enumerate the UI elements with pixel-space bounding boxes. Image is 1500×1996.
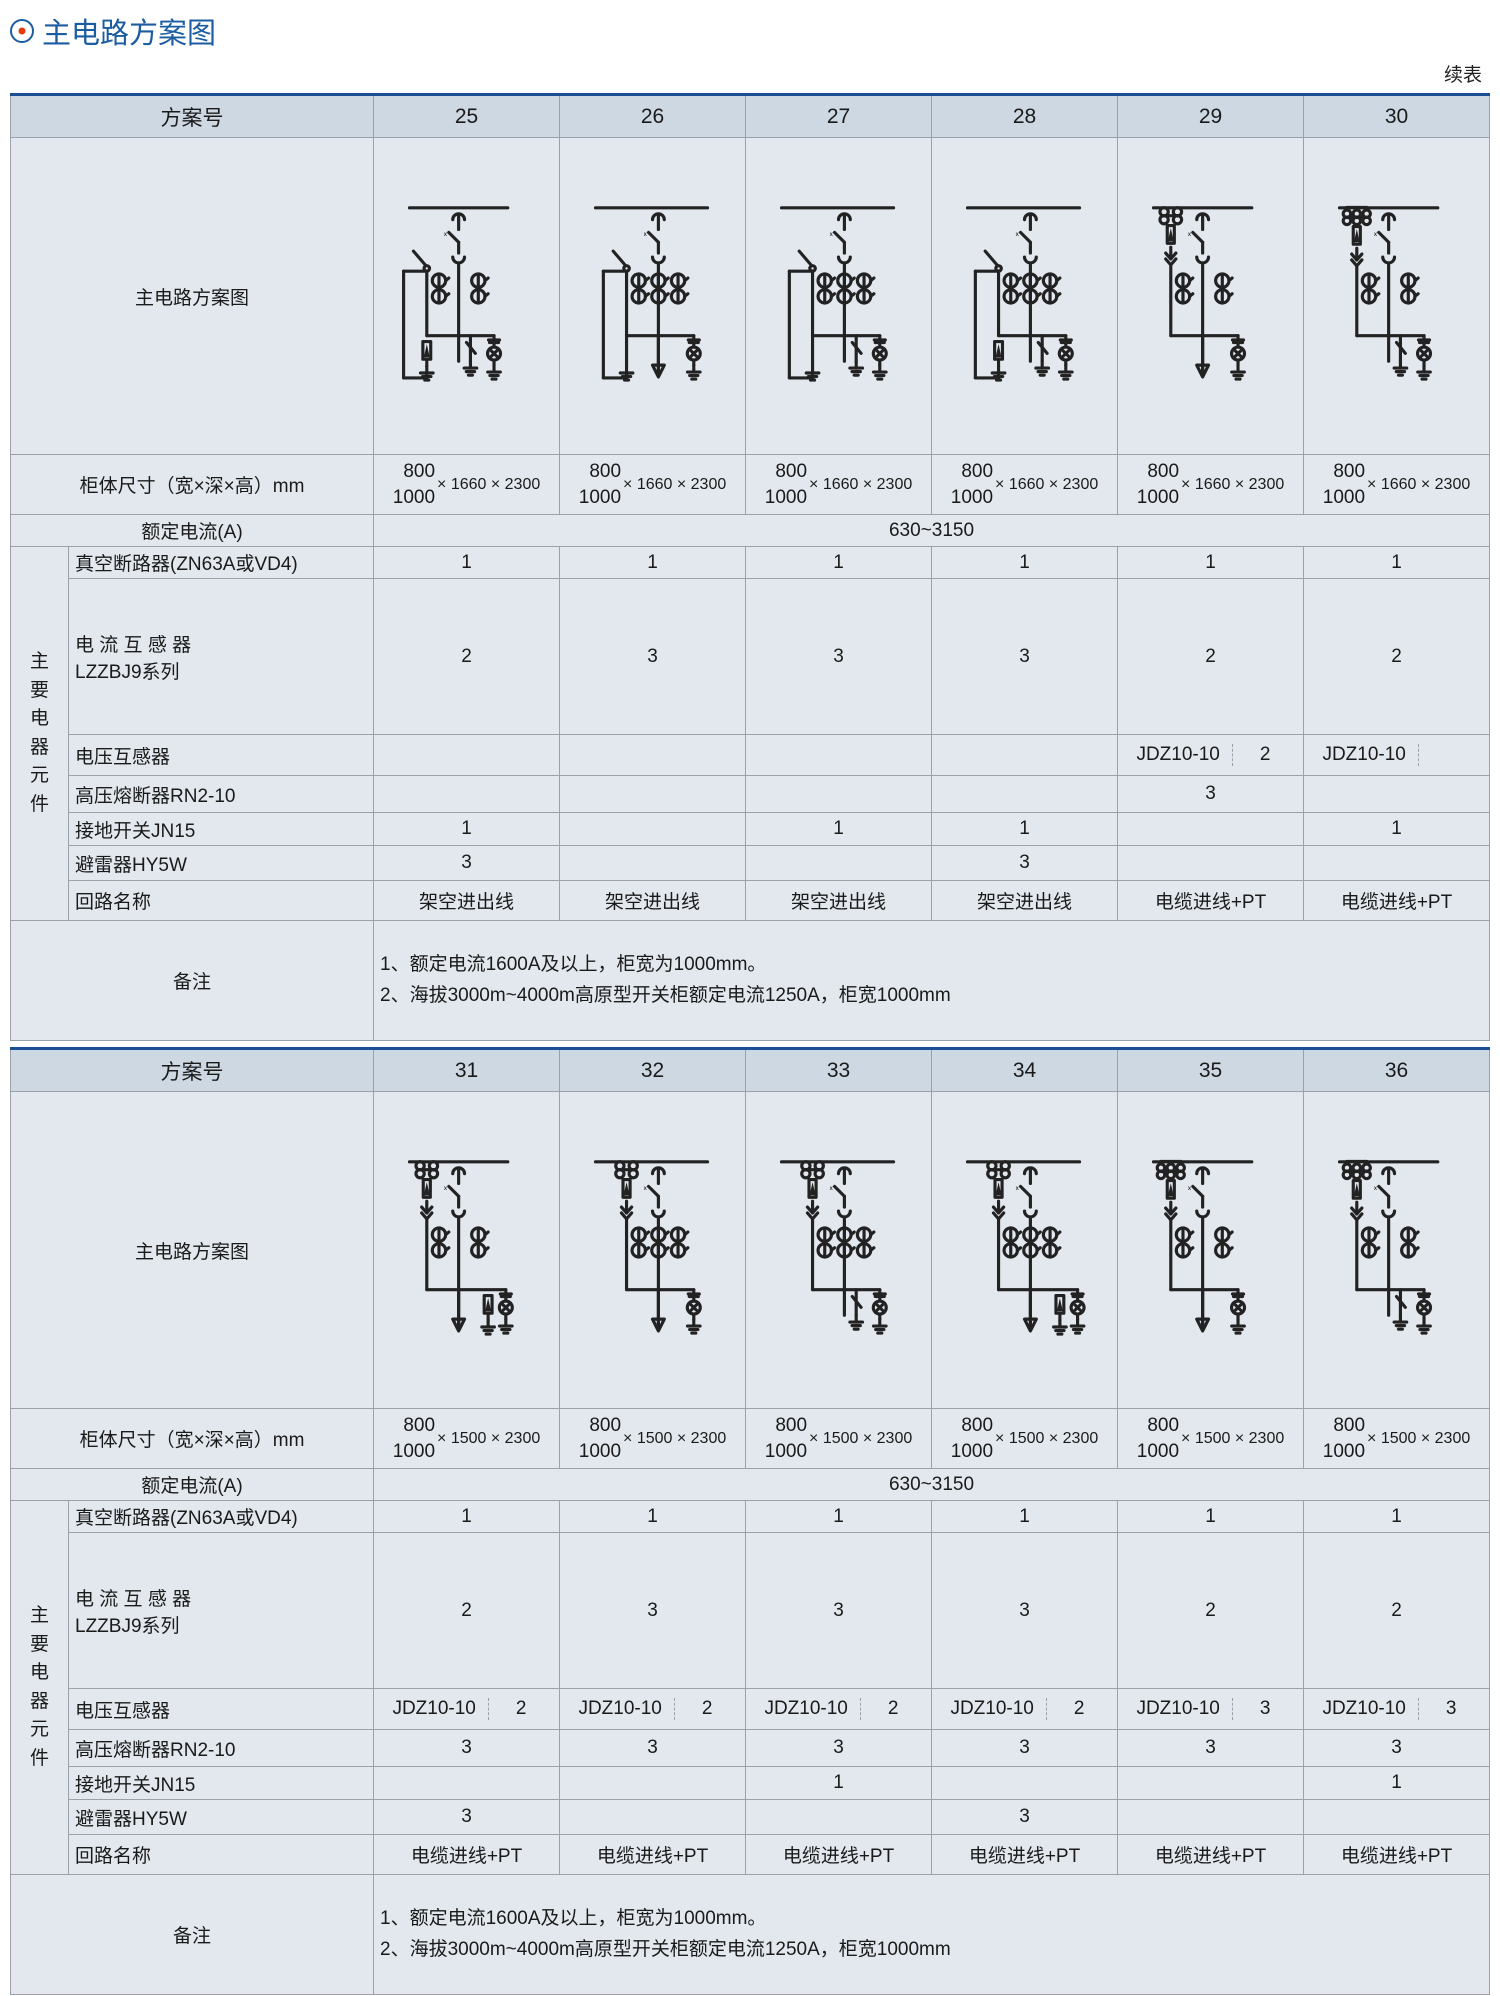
svg-text:x: x [1016,230,1020,237]
svg-text:x: x [644,230,648,237]
svg-text:x: x [1188,230,1192,237]
svg-text:x: x [444,230,448,237]
svg-text:x: x [830,230,834,237]
svg-text:x: x [444,1184,448,1191]
svg-text:x: x [644,1184,648,1191]
svg-text:x: x [1188,1184,1192,1191]
svg-text:x: x [1374,230,1378,237]
svg-text:x: x [830,1184,834,1191]
svg-text:x: x [1374,1184,1378,1191]
svg-text:x: x [1016,1184,1020,1191]
